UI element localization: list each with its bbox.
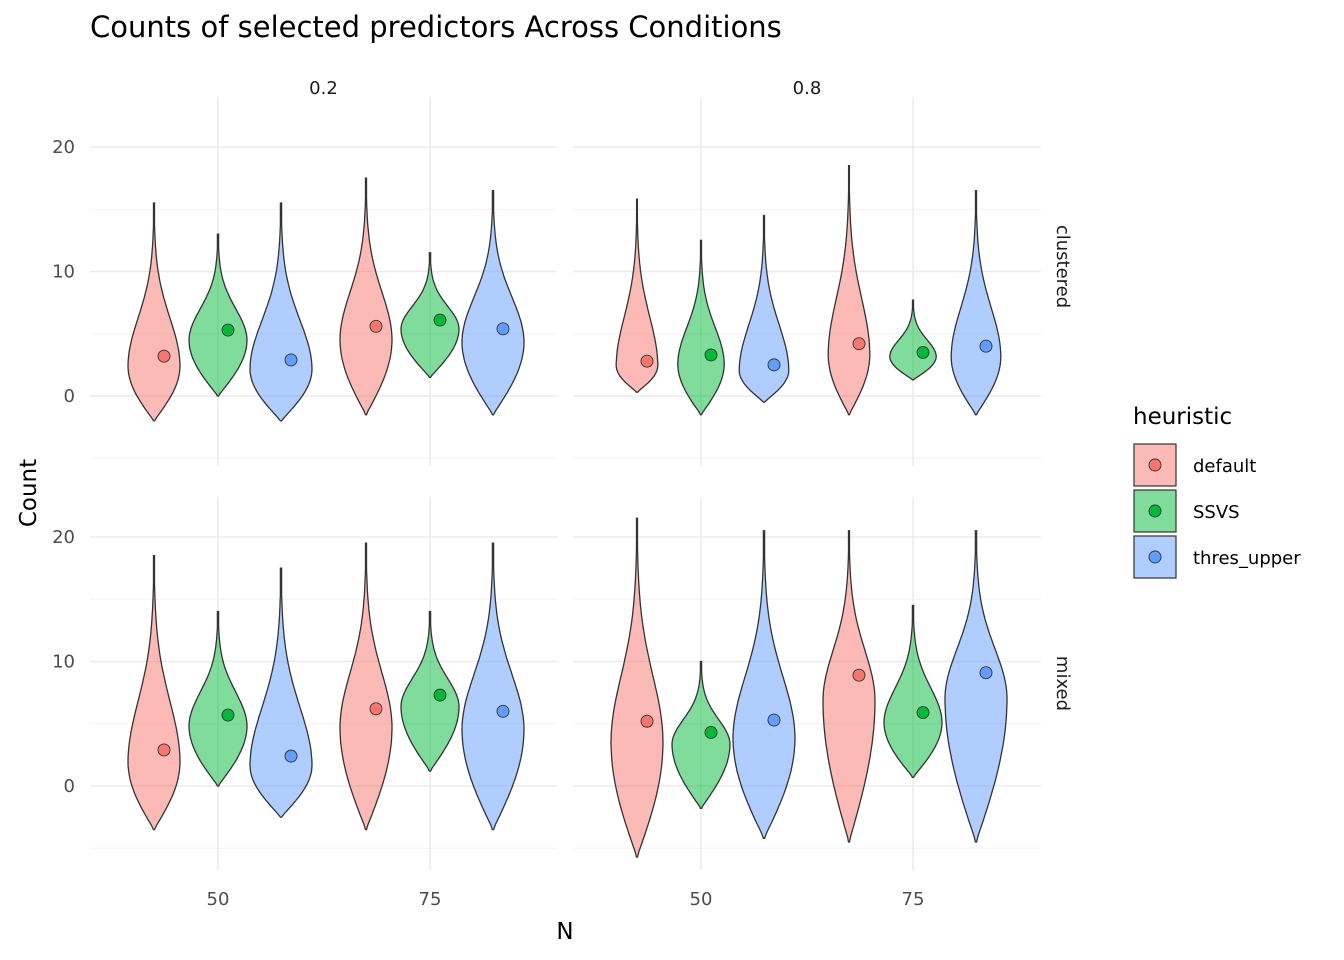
panel-clustered-0.8 <box>615 165 1002 416</box>
violin-thres_upper-n50 <box>738 214 790 403</box>
x-tick-label: 50 <box>690 889 713 910</box>
mean-point-thres_upper-n75 <box>979 339 993 353</box>
legend-label-thres_upper: thres_upper <box>1193 548 1301 569</box>
strip-label-row: clustered <box>1052 225 1073 308</box>
mean-point-default-n50 <box>157 349 171 363</box>
mean-point-SSVS-n50 <box>221 708 235 722</box>
mean-point-SSVS-n75 <box>433 313 447 327</box>
strip-label-col: 0.8 <box>793 78 822 99</box>
violin-thres_upper-n50 <box>249 202 313 422</box>
violin-default-n75 <box>339 542 393 831</box>
mean-point-default-n75 <box>369 702 383 716</box>
mean-point-thres_upper-n50 <box>767 713 781 727</box>
mean-point-default-n75 <box>369 319 383 333</box>
x-tick-label: 75 <box>902 889 925 910</box>
x-axis-title: N <box>556 919 573 945</box>
y-axis-title: Count <box>16 459 42 527</box>
violin-default-n50 <box>127 202 181 422</box>
y-tick-label: 20 <box>52 137 75 158</box>
y-tick-label: 20 <box>52 527 75 548</box>
violin-thres_upper-n50 <box>249 567 313 818</box>
legend: heuristic default SSVS thres_upper <box>1133 404 1301 579</box>
legend-label-SSVS: SSVS <box>1193 502 1240 523</box>
panel-mixed-0.2 <box>127 542 525 831</box>
violins-layer <box>127 165 1008 858</box>
chart-title: Counts of selected predictors Across Con… <box>90 10 782 44</box>
mean-point-thres_upper-n50 <box>767 358 781 372</box>
violin-default-n75 <box>822 530 876 843</box>
violin-default-n50 <box>610 517 664 858</box>
violin-default-n75 <box>827 165 871 416</box>
legend-label-default: default <box>1193 456 1256 477</box>
y-tick-label: 10 <box>52 262 75 283</box>
legend-point-default <box>1148 458 1162 472</box>
violin-default-n50 <box>127 555 181 831</box>
mean-point-thres_upper-n75 <box>979 666 993 680</box>
mean-point-SSVS-n75 <box>916 345 930 359</box>
legend-point-thres_upper <box>1148 550 1162 564</box>
mean-point-SSVS-n50 <box>221 323 235 337</box>
panel-clustered-0.2 <box>127 177 525 422</box>
mean-point-default-n75 <box>852 337 866 351</box>
violin-default-n50 <box>615 198 659 393</box>
violin-thres_upper-n75 <box>944 530 1008 843</box>
panel-mixed-0.8 <box>610 517 1008 858</box>
legend-title: heuristic <box>1133 404 1232 430</box>
violin-thres_upper-n75 <box>461 542 525 831</box>
x-tick-label: 50 <box>207 889 230 910</box>
y-tick-label: 10 <box>52 652 75 673</box>
violin-default-n75 <box>339 177 393 416</box>
y-tick-label: 0 <box>64 776 75 797</box>
mean-point-default-n50 <box>640 354 654 368</box>
violin-SSVS-n75 <box>400 611 460 772</box>
violin-SSVS-n50 <box>188 233 248 397</box>
labels-layer: 0.2 0.8 clustered mixed 0 10 20 0 10 20 50 75 50 75 N C… <box>16 78 1073 945</box>
strip-label-row: mixed <box>1052 656 1073 711</box>
violin-SSVS-n75 <box>883 604 943 778</box>
legend-point-SSVS <box>1148 504 1162 518</box>
mean-point-default-n50 <box>640 714 654 728</box>
mean-point-thres_upper-n50 <box>284 353 298 367</box>
mean-point-thres_upper-n50 <box>284 749 298 763</box>
violin-SSVS-n75 <box>400 252 460 378</box>
mean-point-SSVS-n75 <box>433 688 447 702</box>
violin-thres_upper-n75 <box>461 189 525 416</box>
violin-SSVS-n50 <box>188 611 248 787</box>
strip-label-col: 0.2 <box>309 78 338 99</box>
violin-thres_upper-n75 <box>950 189 1002 416</box>
violin-SSVS-n50 <box>671 660 731 810</box>
x-tick-label: 75 <box>419 889 442 910</box>
mean-point-SSVS-n50 <box>704 348 718 362</box>
mean-point-SSVS-n50 <box>704 726 718 739</box>
mean-point-thres_upper-n75 <box>496 704 510 718</box>
mean-point-thres_upper-n75 <box>496 322 510 336</box>
violin-SSVS-n50 <box>677 239 725 416</box>
violin-SSVS-n75 <box>889 299 937 381</box>
mean-point-default-n75 <box>852 668 866 682</box>
mean-point-SSVS-n75 <box>916 706 930 719</box>
violin-thres_upper-n50 <box>732 530 796 839</box>
y-tick-label: 0 <box>64 386 75 407</box>
mean-point-default-n50 <box>157 743 171 757</box>
